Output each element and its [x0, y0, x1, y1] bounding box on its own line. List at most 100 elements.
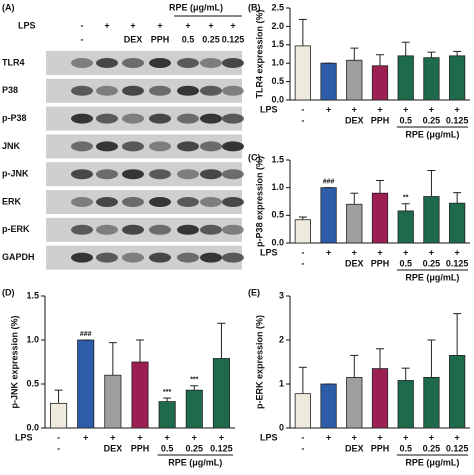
- lane-label: -: [81, 34, 84, 44]
- bar: [449, 202, 466, 244]
- y-tick-label: 0.5: [26, 378, 39, 388]
- blot-band: [96, 58, 118, 68]
- x-tick-label: DEX: [345, 115, 364, 125]
- significance: ###: [80, 331, 92, 338]
- y-tick-label: 0.0: [271, 237, 284, 247]
- group-label: RPE (μg/mL): [168, 457, 222, 467]
- condition: -: [301, 104, 304, 114]
- condition: +: [157, 20, 162, 30]
- bar: [397, 380, 414, 429]
- bar: [50, 402, 68, 429]
- x-tick-label: 0.5: [399, 443, 412, 453]
- x-tick-label: 0.25: [423, 115, 441, 125]
- blot-band: [122, 197, 144, 207]
- blot-row-label: p-P38: [2, 113, 27, 123]
- bar: [131, 361, 149, 429]
- x-tick-label: 0.25: [423, 443, 441, 453]
- blot-band: [149, 224, 171, 235]
- lane-label: 0.125: [222, 34, 245, 44]
- condition: +: [352, 432, 357, 442]
- row-label: LPS: [260, 247, 278, 257]
- x-tick-label: 0.125: [210, 443, 233, 453]
- blot-band: [200, 252, 222, 263]
- panel-label: (D): [2, 287, 15, 297]
- blot-row-label: TLR4: [2, 57, 25, 67]
- bar: [104, 374, 122, 429]
- condition: +: [104, 20, 109, 30]
- significance: ***: [190, 377, 198, 384]
- condition: +: [192, 432, 197, 442]
- blot-band: [71, 197, 93, 207]
- y-tick-label: 0.5: [271, 210, 284, 220]
- y-tick-label: 2: [279, 334, 284, 344]
- y-tick-label: 0.0: [26, 422, 39, 432]
- y-tick-label: 0.0: [271, 94, 284, 104]
- condition: +: [455, 432, 460, 442]
- condition: +: [326, 104, 331, 114]
- blot-band: [122, 141, 144, 152]
- x-tick-label: DEX: [104, 443, 123, 453]
- bar: [449, 55, 466, 101]
- blot-band: [96, 141, 118, 152]
- condition: -: [301, 247, 304, 257]
- bar: [320, 383, 337, 429]
- x-tick-label: 0.5: [161, 443, 174, 453]
- bar: [397, 55, 414, 101]
- y-tick-label: 3: [279, 290, 284, 300]
- blot-band: [222, 224, 244, 235]
- x-tick-label: DEX: [345, 258, 364, 268]
- panel-label: (E): [248, 287, 260, 297]
- condition: +: [208, 20, 213, 30]
- blot-row-label: ERK: [2, 196, 22, 206]
- blot-band: [222, 141, 244, 152]
- condition: +: [137, 432, 142, 442]
- x-tick-label: DEX: [345, 443, 364, 453]
- blot-row-label: GAPDH: [2, 252, 35, 262]
- blot-band: [200, 141, 222, 152]
- bar: [423, 57, 440, 101]
- bar: [212, 358, 230, 429]
- x-tick-label: PPH: [371, 443, 390, 453]
- x-tick-label: 0.125: [446, 115, 469, 125]
- blot-band: [222, 252, 244, 263]
- blot-band: [222, 58, 244, 68]
- blot-band: [149, 113, 171, 124]
- condition: +: [83, 432, 88, 442]
- x-tick-label: 0.5: [399, 258, 412, 268]
- x-tick-label: 0.125: [446, 443, 469, 453]
- condition: +: [185, 20, 190, 30]
- blot-band: [96, 197, 118, 207]
- bar: [371, 65, 389, 101]
- bar: [371, 368, 389, 429]
- bar: [371, 192, 389, 244]
- bar: [423, 196, 440, 244]
- blot-band: [149, 58, 171, 68]
- blot-band: [71, 224, 93, 235]
- blot-band: [222, 169, 244, 180]
- condition: +: [326, 247, 331, 257]
- blot-row-label: p-ERK: [2, 224, 30, 234]
- blot-band: [71, 58, 93, 68]
- condition: -: [301, 432, 304, 442]
- condition: -: [57, 432, 60, 442]
- y-tick-label: 0: [279, 422, 284, 432]
- blot-row-label: JNK: [2, 141, 21, 151]
- y-tick-label: 1.0: [26, 334, 39, 344]
- x-tick-label: 0.25: [186, 443, 204, 453]
- blot-band: [122, 252, 144, 263]
- blot-band: [71, 169, 93, 180]
- blot-band: [71, 113, 93, 124]
- bar: [158, 401, 176, 429]
- bar: [294, 45, 311, 101]
- blot-band: [222, 113, 244, 124]
- blot-band: [96, 169, 118, 180]
- bar: [77, 339, 95, 429]
- group-label: RPE (μg/mL): [405, 129, 459, 139]
- condition: +: [377, 247, 382, 257]
- blot-band: [200, 169, 222, 180]
- condition: +: [403, 432, 408, 442]
- blot-band: [96, 224, 118, 235]
- bar: [294, 393, 311, 429]
- bar: [423, 376, 440, 429]
